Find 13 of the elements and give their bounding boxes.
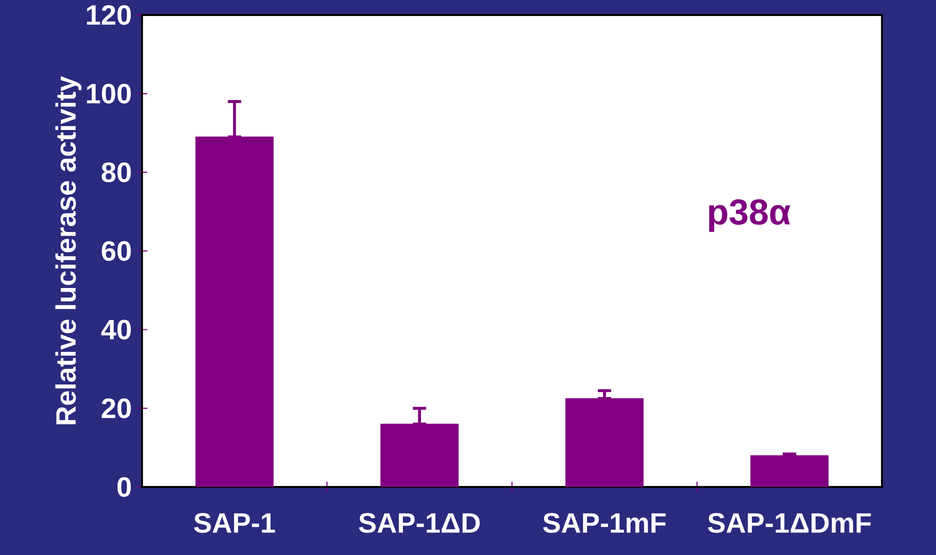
y-tick-label: 0	[117, 477, 131, 497]
y-tick-label: 40	[101, 320, 131, 340]
y-axis-title: Relative luciferase activity	[55, 76, 82, 424]
x-tick-label: SAP-1ΔDmF	[708, 513, 871, 533]
y-tick-label: 120	[87, 5, 131, 25]
x-tick-label: SAP-1	[194, 513, 275, 533]
x-tick-label: SAP-1ΔD	[358, 513, 480, 533]
y-tick-label: 100	[87, 84, 131, 104]
y-tick-label: 60	[102, 241, 131, 261]
y-tick-label: 20	[102, 398, 131, 418]
x-tick-label: SAP-1mF	[543, 513, 666, 533]
y-tick-label: 80	[102, 162, 131, 182]
annotation: p38α	[709, 199, 791, 232]
